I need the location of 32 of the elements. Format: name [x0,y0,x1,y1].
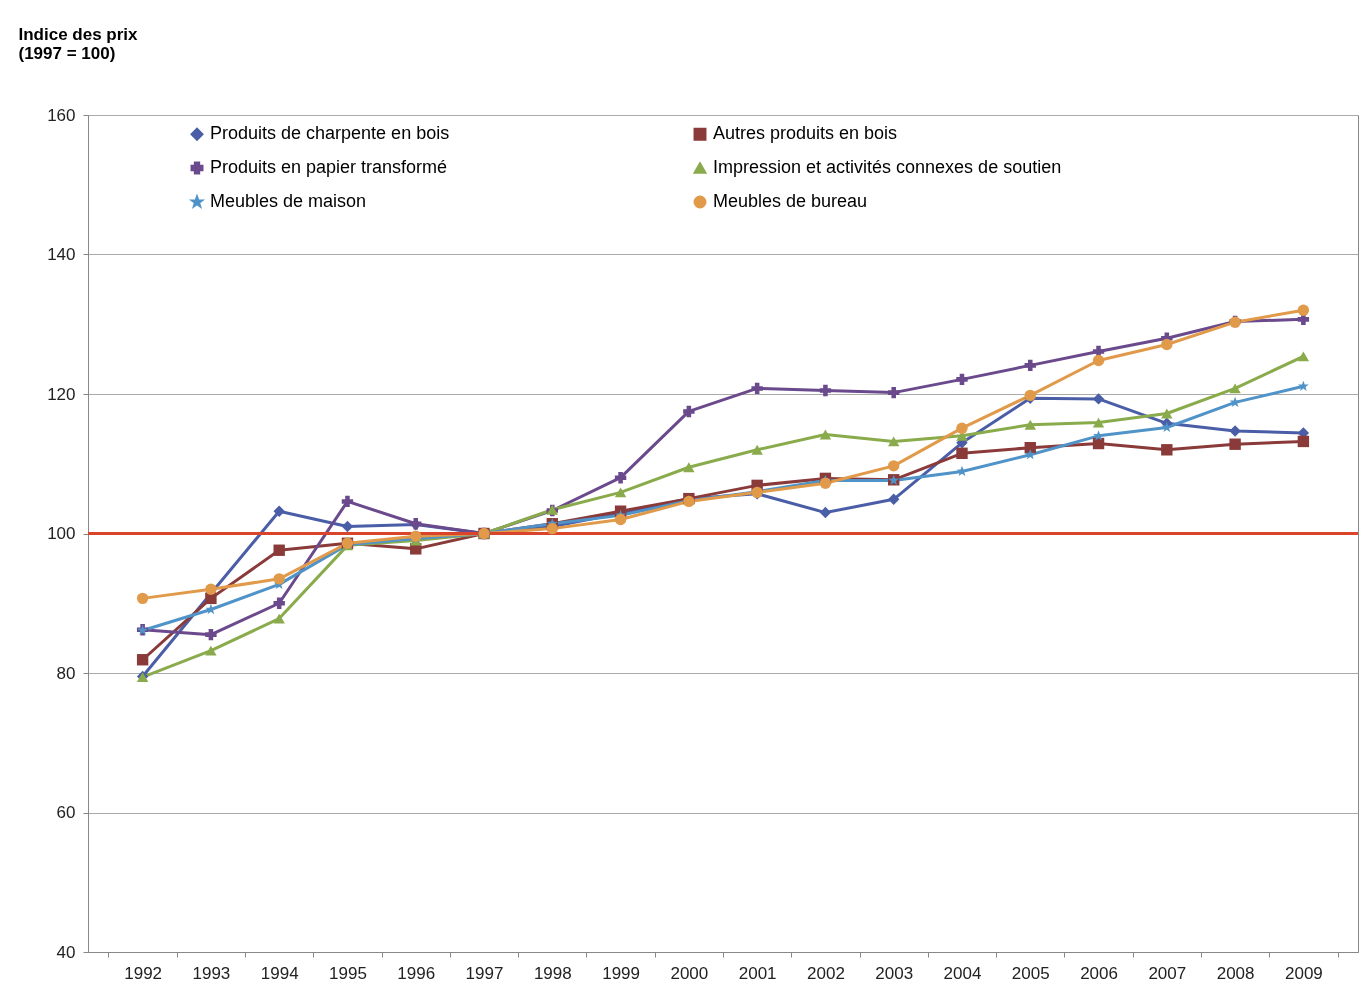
y-tick-label: 140 [47,245,76,264]
legend-label: Produits en papier transformé [210,157,448,177]
legend-label: Produits de charpente en bois [210,123,450,144]
x-tick-label: 1995 [329,963,367,983]
x-tick-label: 2008 [1216,963,1255,983]
legend-label: Autres produits en bois [713,123,898,144]
y-tick-label: 120 [47,384,76,404]
x-tick-label: 2004 [943,963,982,983]
y-axis-title: Indice des prix (1997 = 100) [18,24,139,63]
x-tick-label: 1992 [124,963,163,983]
y-tick-label: 160 [47,105,76,125]
x-tick-label: 2009 [1284,963,1323,983]
x-tick-label: 2003 [875,963,914,983]
legend-label: Impression et activités connexes de soutien [713,157,1062,177]
y-tick-label: 40 [56,942,76,962]
x-tick-label: 2000 [670,963,709,983]
y-tick-label: 80 [56,663,76,683]
x-tick-label: 1996 [397,963,436,983]
legend-label: Meubles de maison [210,191,367,211]
x-tick-label: 2006 [1080,963,1118,983]
legend-label: Meubles de bureau [713,191,868,211]
x-tick-label: 1997 [465,963,504,983]
x-tick-label: 2007 [1148,963,1187,983]
x-tick-label: 1994 [260,963,299,983]
x-tick-label: 2005 [1011,963,1050,983]
y-tick-label: 60 [56,803,76,822]
y-tick-label: 100 [47,524,76,543]
x-tick-label: 1998 [533,963,572,983]
x-tick-label: 1993 [192,963,231,983]
x-tick-label: 2002 [807,963,845,983]
x-tick-label: 2001 [738,963,777,983]
x-tick-label: 1999 [602,963,640,983]
